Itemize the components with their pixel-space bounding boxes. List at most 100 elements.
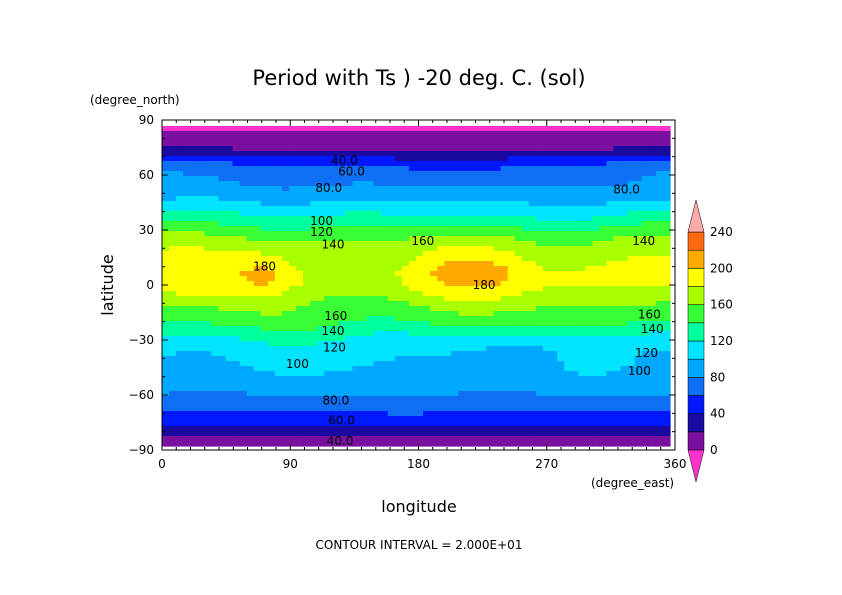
contour-cell [274,206,283,212]
contour-cell [162,266,170,272]
contour-cell [613,291,622,297]
contour-cell [507,391,516,397]
contour-cell [401,236,410,242]
contour-cell [380,156,389,162]
contour-cell [543,346,551,352]
colorbar-segment [687,268,705,287]
contour-cell [352,151,361,157]
contour-cell [183,371,191,377]
contour-cell [564,356,572,362]
contour-cell [253,191,262,197]
contour-cell [310,266,318,272]
contour-cell [564,226,572,232]
contour-cell [592,171,601,177]
contour-cell [197,186,205,192]
contour-cell [430,371,438,377]
contour-cell [444,381,452,387]
contour-cell [550,326,558,332]
contour-cell [197,271,205,277]
contour-cell [599,266,608,272]
contour-cell [500,186,509,192]
contour-cell [662,336,671,342]
contour-cell [416,221,424,227]
contour-cell [239,261,248,267]
contour-cell [613,216,622,222]
contour-cell [662,406,671,412]
contour-cell [543,326,551,332]
contour-cell [507,336,516,342]
contour-cell [176,246,184,252]
contour-cell [458,281,466,287]
contour-cell [599,376,608,382]
contour-cell [507,421,516,427]
contour-cell [359,326,368,332]
contour-cell [183,386,191,392]
contour-cell [387,266,396,272]
contour-cell [528,276,537,282]
contour-cell [444,151,452,157]
contour-cell [401,341,410,347]
contour-cell [246,301,255,307]
contour-cell [274,431,283,437]
contour-cell [641,346,650,352]
contour-cell [620,151,629,157]
contour-cell [225,286,234,292]
contour-cell [289,401,297,407]
contour-cell [648,296,657,302]
contour-cell [437,361,445,367]
contour-cell [218,296,227,302]
contour-cell [585,361,593,367]
contour-cell [162,136,170,142]
contour-cell [507,251,516,257]
contour-cell [296,161,304,167]
contour-cell [359,321,368,327]
contour-cell [521,341,530,347]
contour-cell [260,401,269,407]
contour-cell [521,376,530,382]
contour-cell [500,281,509,287]
contour-cell [585,351,593,357]
contour-cell [500,436,509,442]
contour-cell [324,181,332,187]
contour-cell [274,221,283,227]
contour-cell [310,301,318,307]
contour-cell [211,356,220,362]
contour-cell [204,366,212,372]
contour-cell [162,291,170,297]
contour-cell [317,286,325,292]
contour-cell [627,296,636,302]
contour-cell [472,281,481,287]
contour-cell [338,401,347,407]
contour-cell [253,166,262,172]
contour-cell [246,131,255,137]
contour-cell [281,201,290,207]
contour-cell [437,221,445,227]
contour-cell [169,356,177,362]
contour-cell [486,151,495,157]
contour-cell [169,261,177,267]
contour-cell [528,181,537,187]
contour-cell [571,196,579,202]
contour-cell [634,236,643,242]
contour-cell [571,441,579,447]
contour-cell [535,136,544,142]
contour-cell [599,396,608,402]
contour-cell [416,236,424,242]
contour-cell [176,341,184,347]
contour-cell [578,441,586,447]
contour-cell [627,426,636,432]
contour-cell [423,266,431,272]
contour-cell [359,136,368,142]
contour-cell [324,291,332,297]
contour-cell [380,136,389,142]
contour-cell [197,236,205,242]
contour-cell [620,181,629,187]
contour-cell [599,261,608,267]
contour-cell [310,181,318,187]
contour-cell [416,386,424,392]
contour-cell [550,251,558,257]
contour-cell [267,126,276,132]
contour-cell [317,296,325,302]
contour-cell [225,236,234,242]
